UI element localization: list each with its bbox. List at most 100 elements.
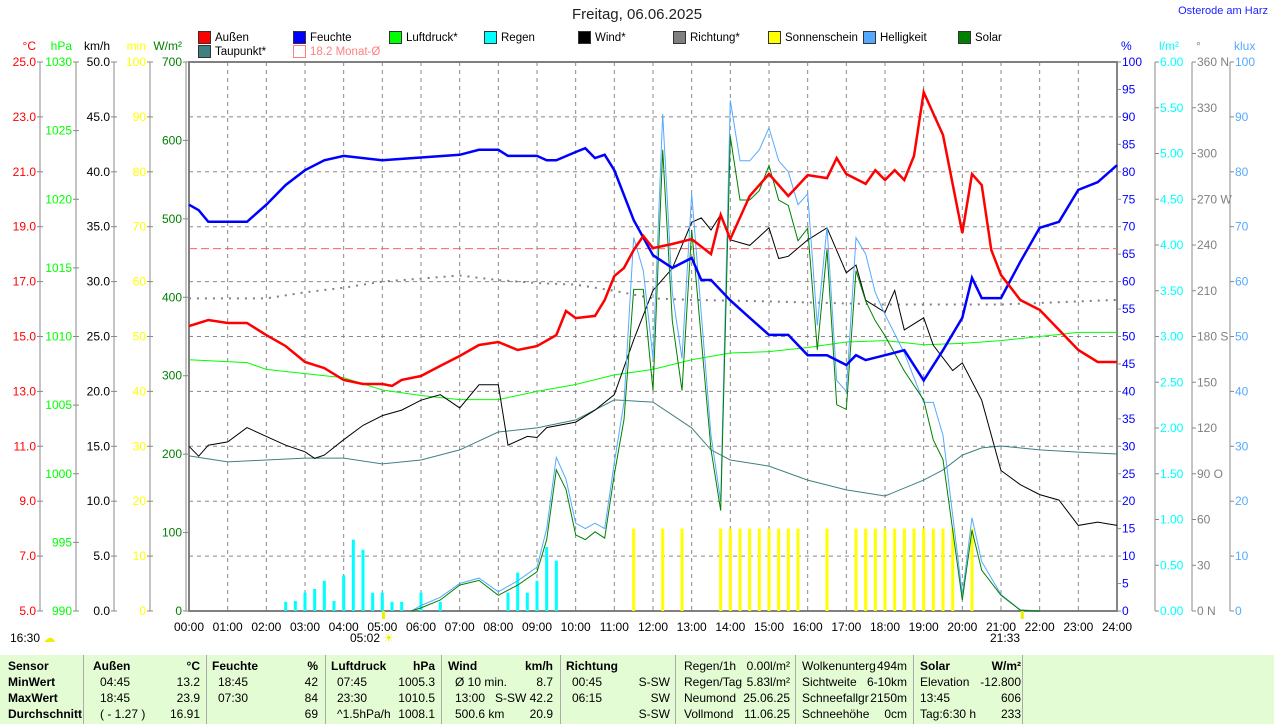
axis-tick-label: 0 [139,604,146,618]
axis-tick-label: 2.50 [1160,375,1184,389]
axis-tick-label: 1005 [45,398,72,412]
axis-tick-label: 240 [1197,238,1217,252]
table-cell: 18:45 [100,691,131,705]
table-cell: 2150m [870,691,907,705]
x-tick-label: 06:00 [406,620,436,634]
axis-tick-label: 1015 [45,261,72,275]
table-cell: Schneefallgr [802,691,869,705]
x-tick-label: 04:00 [329,620,359,634]
table-cell: Luftdruck [331,659,387,673]
axis-tick-label: 19.0 [13,220,37,234]
legend-item: Solar [958,31,1002,44]
axis-unit: klux [1234,39,1255,53]
x-tick-label: 21:00 [986,620,1016,634]
axis-tick-label: 85 [1122,137,1136,151]
axis-tick-label: 990 [52,604,72,618]
table-cell: Sichtweite [802,675,857,689]
table-cell: S-SW 42.2 [494,691,553,705]
table-cell: 84 [304,691,318,705]
series-line-luftdruck [188,331,1117,401]
axis-unit: W/m² [153,39,182,53]
axis-tick-label: 60 [1197,513,1211,527]
axis-tick-label: 10.0 [87,494,111,508]
table-cell: 0cm [884,707,907,721]
axis-tick-label: 80 [133,165,147,179]
axis-tick-label: 360 N [1197,55,1229,69]
axis-tick-label: 9.0 [19,494,36,508]
table-cell: S-SW [638,675,670,689]
legend-swatch [863,31,876,44]
legend-item: Feuchte [293,31,352,44]
legend-item: Richtung* [673,31,740,44]
table-cell: Schneehöhe [802,707,870,721]
axis-tick-label: 40 [1235,384,1249,398]
axis-tick-label: 20 [1235,494,1249,508]
legend-item: Außen [198,31,249,44]
series-line-außen [188,87,1117,388]
axis-tick-label: 100 [126,55,146,69]
table-cell: 606 [1000,691,1021,705]
x-tick-label: 05:00 [367,620,397,634]
axis-tick-label: 300 [1197,147,1217,161]
table-cell: -12.800 [980,675,1021,689]
axis-unit: ° [1196,39,1201,53]
axis-tick-label: 600 [162,133,182,147]
axis-tick-label: 0.0 [93,604,110,618]
x-tick-label: 16:00 [793,620,823,634]
axis-tick-label: 25 [1122,467,1136,481]
x-tick-label: 24:00 [1102,620,1132,634]
legend-item: 18.2 Monat-Ø [293,45,380,58]
legend-item: Regen [484,31,535,44]
table-cell: Regen/Tag [684,675,743,689]
x-tick-label: 18:00 [870,620,900,634]
axis-tick-label: 45.0 [87,110,111,124]
axis-tick-label: 1030 [45,55,72,69]
axis-tick-label: 5.00 [1160,147,1184,161]
legend-label: Regen [501,31,535,44]
weather-chart: °C 25.0 23.0 21.0 19.0 17.0 15.0 13.0 11.0 9.0 7.0… [13,39,1256,634]
legend-item: Sonnenschein [768,31,858,44]
axis-tick-label: 1020 [45,192,72,206]
axis-tick-label: 75 [1122,192,1136,206]
x-tick-label: 10:00 [561,620,591,634]
axis-tick-label: 60 [133,275,147,289]
axis-unit: km/h [84,39,110,53]
axis-tick-label: 90 [1122,110,1136,124]
axis-tick-label: 80 [1235,165,1249,179]
axis-tick-label: 5.0 [19,604,36,618]
axis-tick-label: 0 [1235,604,1242,618]
axis-tick-label: 30 [1197,558,1211,572]
table-divider [441,655,442,724]
axis-tick-label: 50 [1122,330,1136,344]
table-cell: ^1.5hPa/h [337,707,391,721]
table-cell: Tag:6:30 h [920,707,977,721]
axis-tick-label: 25.0 [87,330,111,344]
axis-tick-label: 270 W [1197,192,1232,206]
axis-unit: min [127,39,146,53]
table-cell: Regen/1h [684,659,737,673]
table-cell: Solar [920,659,951,673]
axis-tick-label: 95 [1122,82,1136,96]
table-cell: Ø 10 min. [455,675,508,689]
table-cell: 0.00l/m² [746,659,790,673]
axis-tick-label: 330 [1197,101,1217,115]
axis-tick-label: 30.0 [87,275,111,289]
table-cell: 25.06.25 [743,691,790,705]
table-cell: 00:45 [572,675,603,689]
axis-tick-label: 100 [162,526,182,540]
axis-tick-label: 1025 [45,124,72,138]
series-line-solar [411,136,1040,612]
axis-tick-label: 40.0 [87,165,111,179]
table-cell: 07:30 [218,691,249,705]
axis-tick-label: 90 O [1197,467,1223,481]
table-cell: 23.9 [176,691,200,705]
table-cell: Außen [93,659,131,673]
sunrise-label: 05:02 [350,631,381,645]
x-tick-label: 00:00 [174,620,204,634]
axis-tick-label: 20.0 [87,384,111,398]
axis-tick-label: 0 [175,604,182,618]
legend-swatch [768,31,781,44]
legend-swatch [293,45,306,58]
x-tick-label: 07:00 [445,620,475,634]
axis-tick-label: 5.0 [93,549,110,563]
